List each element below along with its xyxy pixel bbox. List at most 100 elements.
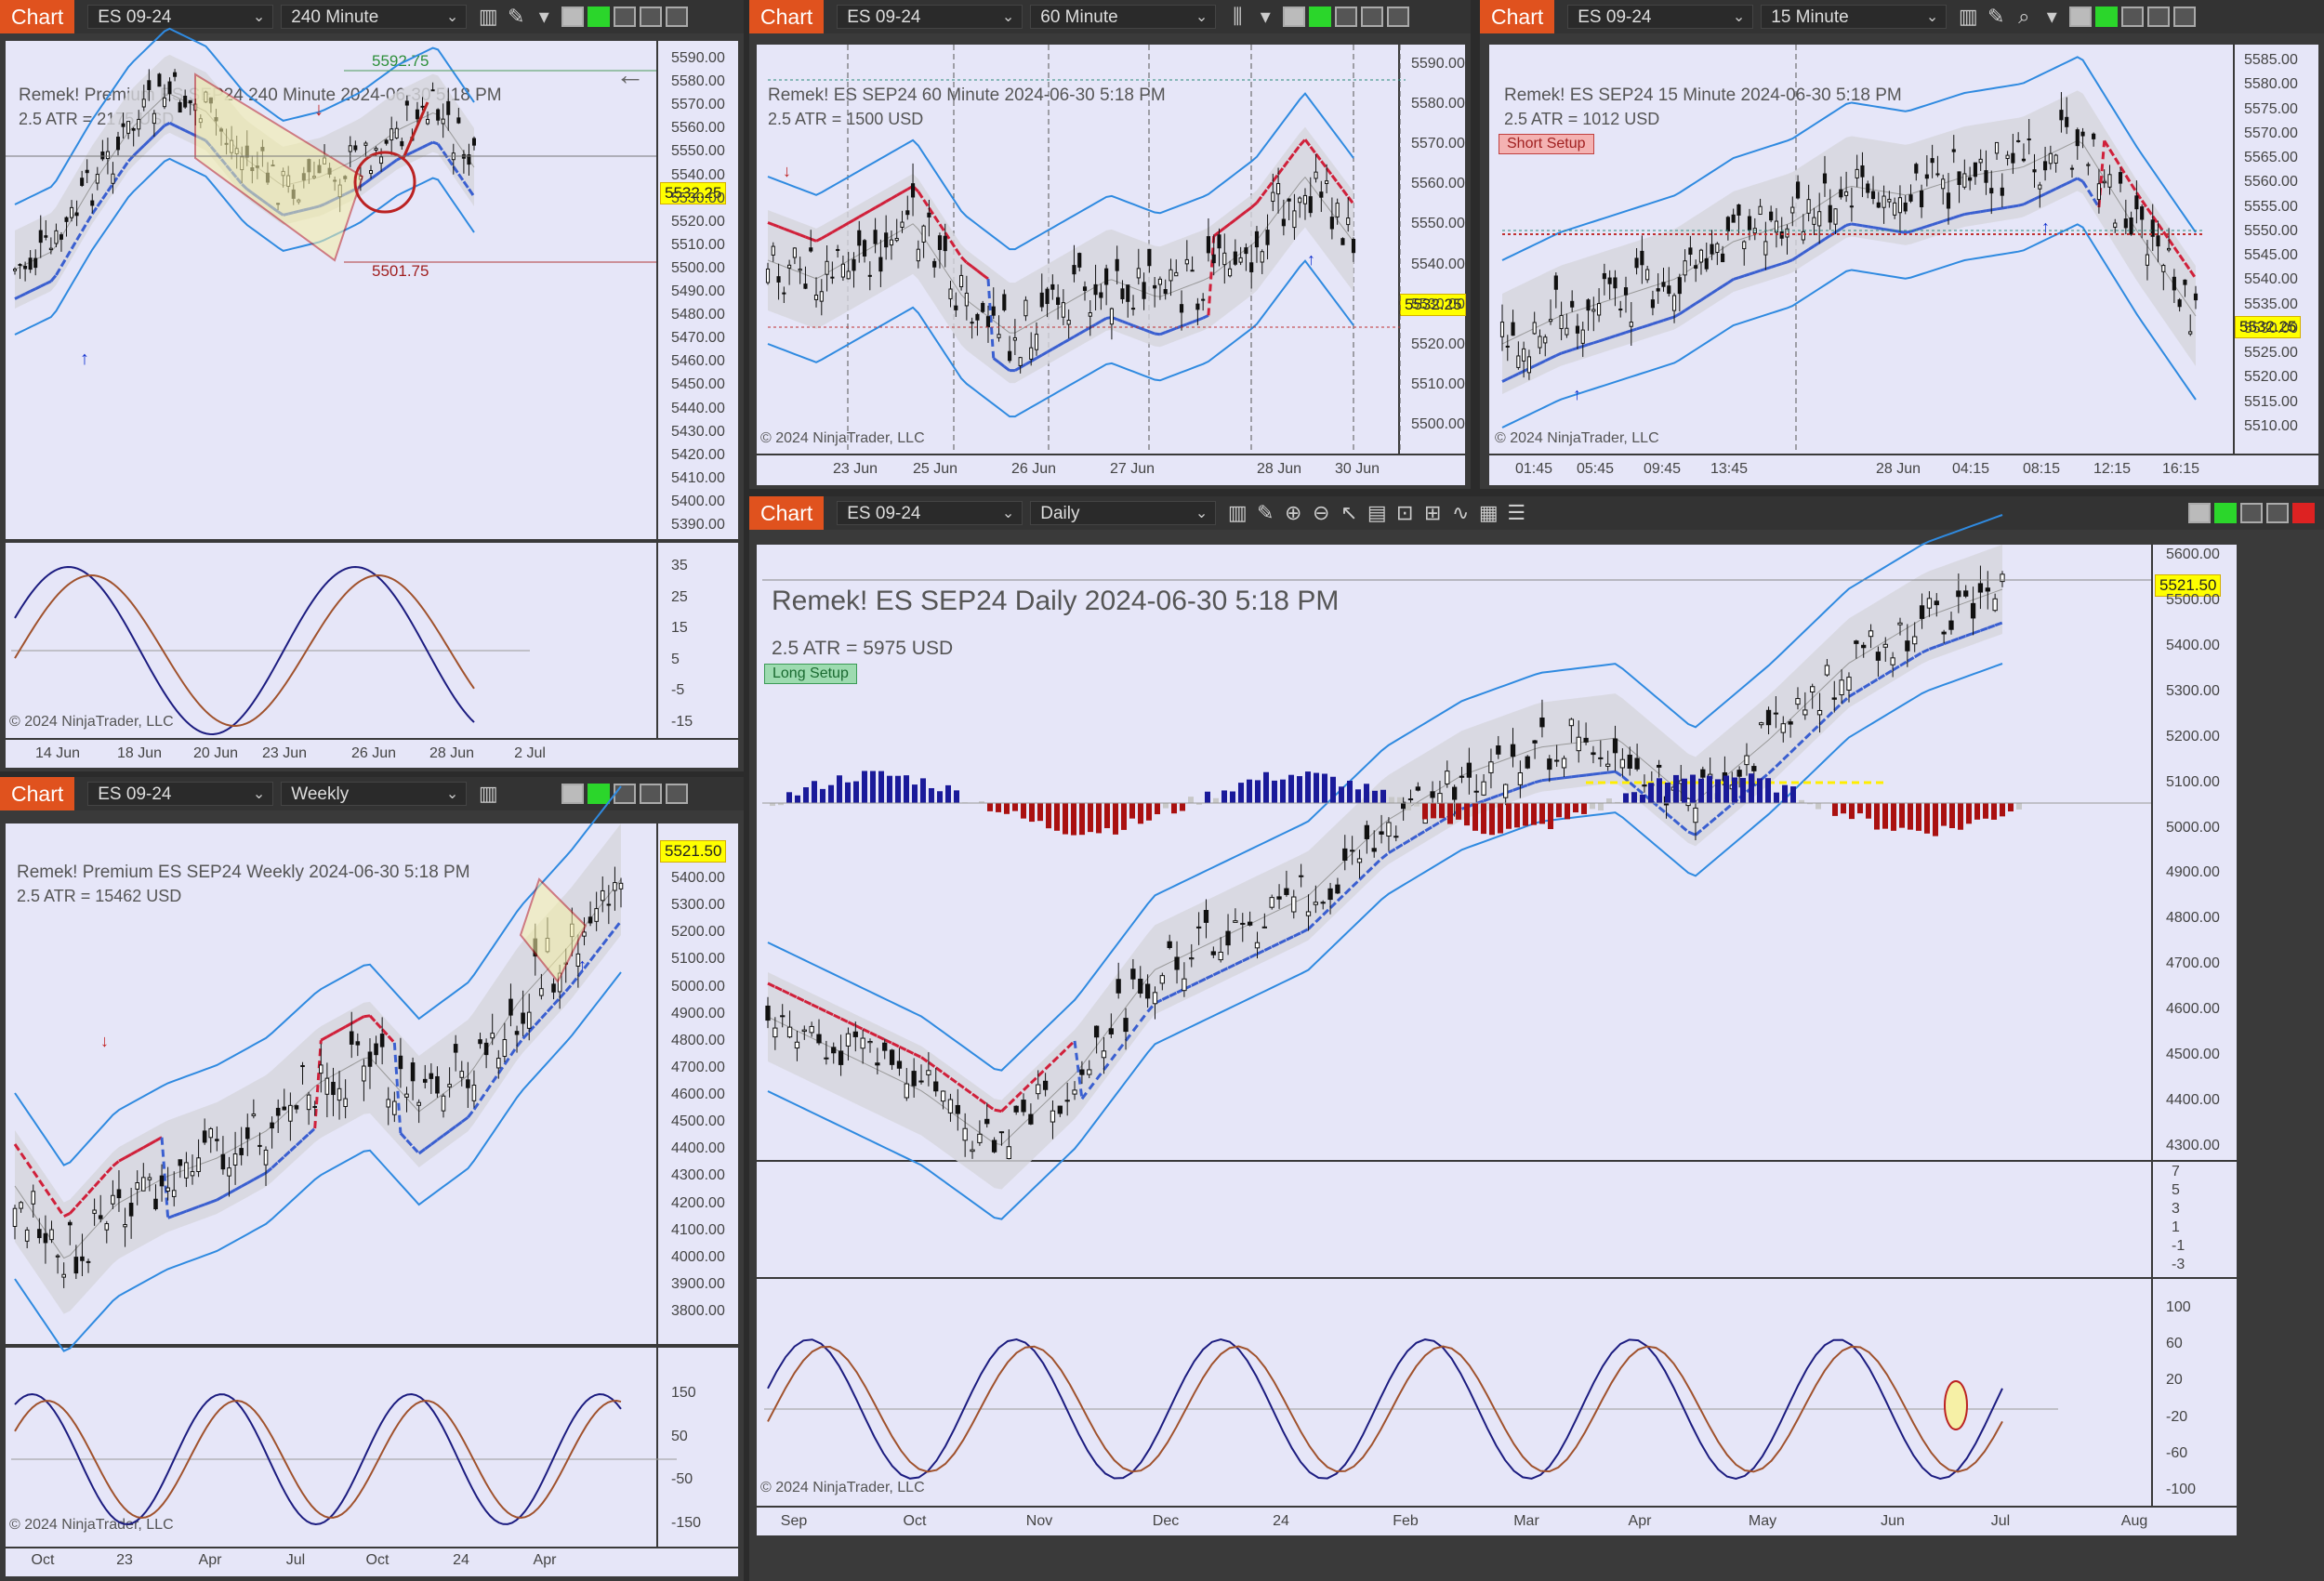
instrument-selector[interactable]: ES 09-24 ⌄ bbox=[837, 501, 1023, 525]
price-axis[interactable] bbox=[2235, 45, 2318, 454]
time-axis[interactable] bbox=[757, 455, 1465, 485]
trailing-stop-line bbox=[917, 191, 925, 201]
time-axis[interactable] bbox=[1489, 455, 2318, 485]
window-status-button[interactable] bbox=[1309, 7, 1332, 27]
candle-body bbox=[2161, 265, 2166, 272]
histogram-bar bbox=[1648, 783, 1654, 803]
candle-body bbox=[1130, 968, 1136, 980]
oscillator-axis[interactable] bbox=[658, 543, 738, 738]
trailing-stop-line bbox=[1261, 187, 1269, 197]
restore-button[interactable] bbox=[1361, 7, 1384, 27]
minimize-button[interactable] bbox=[2240, 503, 2263, 523]
price-axis[interactable] bbox=[2153, 545, 2237, 1160]
chevron-down-icon[interactable]: ▾ bbox=[2046, 5, 2057, 28]
minimize-button[interactable] bbox=[1335, 7, 1358, 27]
chevron-down-icon[interactable]: ▾ bbox=[1260, 5, 1271, 28]
oscillator-axis[interactable] bbox=[2153, 1279, 2237, 1506]
chart-menu-button[interactable]: Chart bbox=[0, 777, 75, 810]
candle-body bbox=[1642, 784, 1647, 787]
bar-type-icon[interactable]: ▥ bbox=[1227, 501, 1248, 524]
window-status-button[interactable] bbox=[2095, 7, 2119, 27]
candle-body bbox=[1233, 251, 1237, 265]
close-button[interactable] bbox=[2292, 503, 2315, 523]
instrument-selector[interactable]: ES 09-24 ⌄ bbox=[87, 782, 274, 806]
time-axis[interactable] bbox=[6, 740, 738, 768]
maximize-button[interactable] bbox=[666, 784, 689, 804]
candle-body bbox=[857, 230, 862, 246]
price-axis[interactable] bbox=[658, 41, 738, 539]
candle-body bbox=[867, 1040, 873, 1044]
time-axis[interactable] bbox=[6, 1548, 738, 1576]
chart-menu-button[interactable]: Chart bbox=[1480, 0, 1555, 33]
maximize-button[interactable] bbox=[666, 7, 689, 27]
candle-body bbox=[1346, 217, 1351, 226]
chevron-down-icon[interactable]: ▾ bbox=[538, 5, 549, 28]
drawing-tool-icon[interactable]: ✎ bbox=[1987, 5, 2005, 28]
trailing-stop-line bbox=[1409, 834, 1419, 841]
window-link-button[interactable] bbox=[2069, 7, 2093, 27]
pointer-icon[interactable]: ↖ bbox=[1340, 501, 1358, 524]
trailing-stop-line bbox=[1191, 981, 1200, 987]
time-axis[interactable] bbox=[757, 1508, 2237, 1535]
candle-body bbox=[937, 235, 943, 250]
histogram-axis[interactable] bbox=[2153, 1162, 2237, 1277]
time-tick: Nov bbox=[1025, 1513, 1053, 1529]
bar-type-icon[interactable]: ▥ bbox=[1958, 5, 1978, 28]
timeframe-selector[interactable]: 60 Minute ⌄ bbox=[1030, 5, 1217, 29]
instrument-selector[interactable]: ES 09-24 ⌄ bbox=[837, 5, 1023, 29]
timeframe-selector[interactable]: 15 Minute ⌄ bbox=[1761, 5, 1948, 29]
minimize-button[interactable] bbox=[614, 7, 637, 27]
restore-button[interactable] bbox=[2266, 503, 2289, 523]
candle-body bbox=[2069, 167, 2075, 170]
instrument-selector[interactable]: ES 09-24 ⌄ bbox=[87, 5, 274, 29]
candle-body bbox=[384, 139, 389, 144]
trailing-stop-line bbox=[289, 1144, 297, 1153]
chart-style-icon[interactable]: ⊞ bbox=[1424, 501, 1442, 524]
window-link-button[interactable] bbox=[561, 784, 585, 804]
candle-body bbox=[390, 128, 394, 141]
trailing-stop-line bbox=[1723, 803, 1734, 811]
timeframe-selector[interactable]: Daily ⌄ bbox=[1030, 501, 1217, 525]
zoom-in-icon[interactable]: ⌕ bbox=[2018, 5, 2030, 28]
oscillator-axis[interactable] bbox=[658, 1348, 738, 1547]
indicators-icon[interactable]: ∿ bbox=[1452, 501, 1470, 524]
minimize-button[interactable] bbox=[2121, 7, 2145, 27]
candle-body bbox=[1061, 302, 1065, 318]
window-status-button[interactable] bbox=[588, 7, 611, 27]
maximize-button[interactable] bbox=[2173, 7, 2197, 27]
back-arrow-icon[interactable]: ← bbox=[615, 58, 645, 91]
data-box-icon[interactable]: ▤ bbox=[1367, 501, 1387, 524]
drawing-tool-icon[interactable]: ✎ bbox=[508, 5, 525, 28]
candle-body bbox=[1510, 744, 1516, 758]
restore-button[interactable] bbox=[640, 784, 663, 804]
trailing-stop-line bbox=[1218, 226, 1226, 233]
candle-body bbox=[12, 269, 18, 271]
chart-menu-button[interactable]: Chart bbox=[749, 496, 825, 530]
price-axis[interactable] bbox=[658, 823, 738, 1344]
list-icon[interactable]: ☰ bbox=[1507, 501, 1526, 524]
maximize-button[interactable] bbox=[1387, 7, 1410, 27]
window-status-button[interactable] bbox=[2214, 503, 2237, 523]
chart-menu-button[interactable]: Chart bbox=[0, 0, 75, 33]
window-link-button[interactable] bbox=[561, 7, 585, 27]
timeframe-selector[interactable]: Weekly ⌄ bbox=[281, 782, 468, 806]
strategies-icon[interactable]: ▦ bbox=[1478, 501, 1499, 524]
window-status-button[interactable] bbox=[588, 784, 611, 804]
bar-type-icon[interactable]: ▥ bbox=[478, 782, 498, 805]
restore-button[interactable] bbox=[2147, 7, 2171, 27]
window-link-button[interactable] bbox=[2188, 503, 2211, 523]
timeframe-selector[interactable]: 240 Minute ⌄ bbox=[281, 5, 468, 29]
properties-icon[interactable]: ⊡ bbox=[1396, 501, 1414, 524]
bar-type-icon[interactable]: ▥ bbox=[478, 5, 498, 28]
trailing-stop-line bbox=[1679, 309, 1686, 315]
chart-menu-button[interactable]: Chart bbox=[749, 0, 825, 33]
drawing-tool-icon[interactable]: ✎ bbox=[1257, 501, 1274, 524]
window-link-button[interactable] bbox=[1283, 7, 1306, 27]
instrument-selector[interactable]: ES 09-24 ⌄ bbox=[1567, 5, 1754, 29]
zoom-out-icon[interactable]: ⊖ bbox=[1313, 501, 1330, 524]
bar-type-icon[interactable]: ⫼ bbox=[1233, 5, 1243, 28]
restore-button[interactable] bbox=[640, 7, 663, 27]
trailing-stop-line bbox=[2113, 157, 2122, 168]
price-axis[interactable] bbox=[1400, 45, 1465, 454]
zoom-in-icon[interactable]: ⊕ bbox=[1285, 501, 1302, 524]
